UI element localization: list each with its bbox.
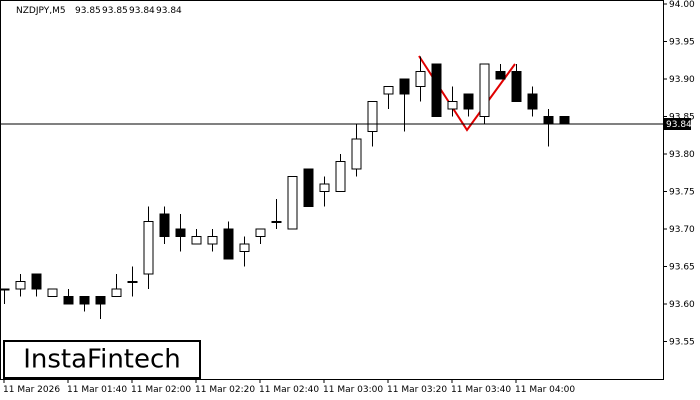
- candle-body: [431, 63, 442, 117]
- candle-body: [559, 116, 570, 125]
- symbol: NZDJPY,M5: [16, 6, 66, 16]
- x-tick-label: 11 Mar 02:20: [195, 385, 255, 395]
- candle-body: [79, 296, 90, 305]
- candle-body: [383, 86, 394, 95]
- price-label: 93.84: [666, 120, 692, 130]
- price-label-box: [663, 118, 691, 130]
- header-quote: 93.85: [75, 6, 101, 16]
- x-tick-label: 11 Mar 2026: [3, 385, 60, 395]
- candle-body: [95, 296, 106, 305]
- header: NZDJPY,M5: [16, 6, 66, 16]
- candle-body: [287, 176, 298, 230]
- candle-body: [239, 243, 250, 252]
- x-tick-label: 11 Mar 03:20: [387, 385, 447, 395]
- x-tick-label: 11 Mar 02:40: [259, 385, 319, 395]
- candle-body: [319, 183, 330, 192]
- y-tick-label: 93.95: [669, 38, 695, 48]
- x-tick-label: 11 Mar 01:40: [67, 385, 127, 395]
- y-tick-label: 93.90: [669, 75, 695, 85]
- candle-body: [399, 78, 410, 95]
- candle-body: [463, 93, 474, 110]
- y-tick-label: 93.70: [669, 225, 695, 235]
- logo-box: [3, 340, 201, 379]
- candle-body: [543, 116, 554, 125]
- candle-body: [143, 221, 154, 275]
- candle-body: [303, 168, 314, 207]
- header-quote: 93.85: [102, 6, 128, 16]
- y-tick-label: 93.65: [669, 263, 695, 273]
- y-tick-label: 93.85: [669, 113, 695, 123]
- x-tick-label: 11 Mar 04:00: [515, 385, 575, 395]
- candle-body: [271, 221, 282, 223]
- candle-body: [367, 101, 378, 132]
- logo: InstaFintech: [23, 345, 181, 375]
- header-quote: 93.84: [129, 6, 155, 16]
- candle-body: [159, 213, 170, 237]
- candle-body: [495, 71, 506, 80]
- candle-body: [527, 93, 538, 110]
- y-tick-label: 93.55: [669, 338, 695, 348]
- candle-body: [0, 288, 10, 291]
- candle-body: [47, 288, 58, 297]
- candle-body: [511, 71, 522, 102]
- candle-body: [335, 161, 346, 192]
- candle-body: [15, 281, 26, 290]
- header-quote: 93.84: [156, 6, 182, 16]
- candle-body: [191, 236, 202, 245]
- candle-body: [207, 236, 218, 245]
- x-tick-label: 11 Mar 03:00: [323, 385, 383, 395]
- y-tick-label: 93.80: [669, 150, 695, 160]
- y-tick-label: 93.60: [669, 300, 695, 310]
- plot-frame: [0, 0, 664, 380]
- candle-body: [351, 138, 362, 170]
- y-tick-label: 94.00: [669, 0, 695, 10]
- candle-body: [63, 296, 74, 305]
- candle-body: [31, 273, 42, 290]
- candle-body: [447, 101, 458, 110]
- candle-body: [175, 228, 186, 237]
- candle-body: [479, 63, 490, 117]
- candle-body: [111, 288, 122, 297]
- candle-body: [223, 228, 234, 260]
- x-tick-label: 11 Mar 02:00: [131, 385, 191, 395]
- x-tick-label: 11 Mar 03:40: [451, 385, 511, 395]
- candle-body: [127, 281, 138, 283]
- candle-body: [415, 71, 426, 87]
- candle-body: [255, 228, 266, 237]
- y-tick-label: 93.75: [669, 188, 695, 198]
